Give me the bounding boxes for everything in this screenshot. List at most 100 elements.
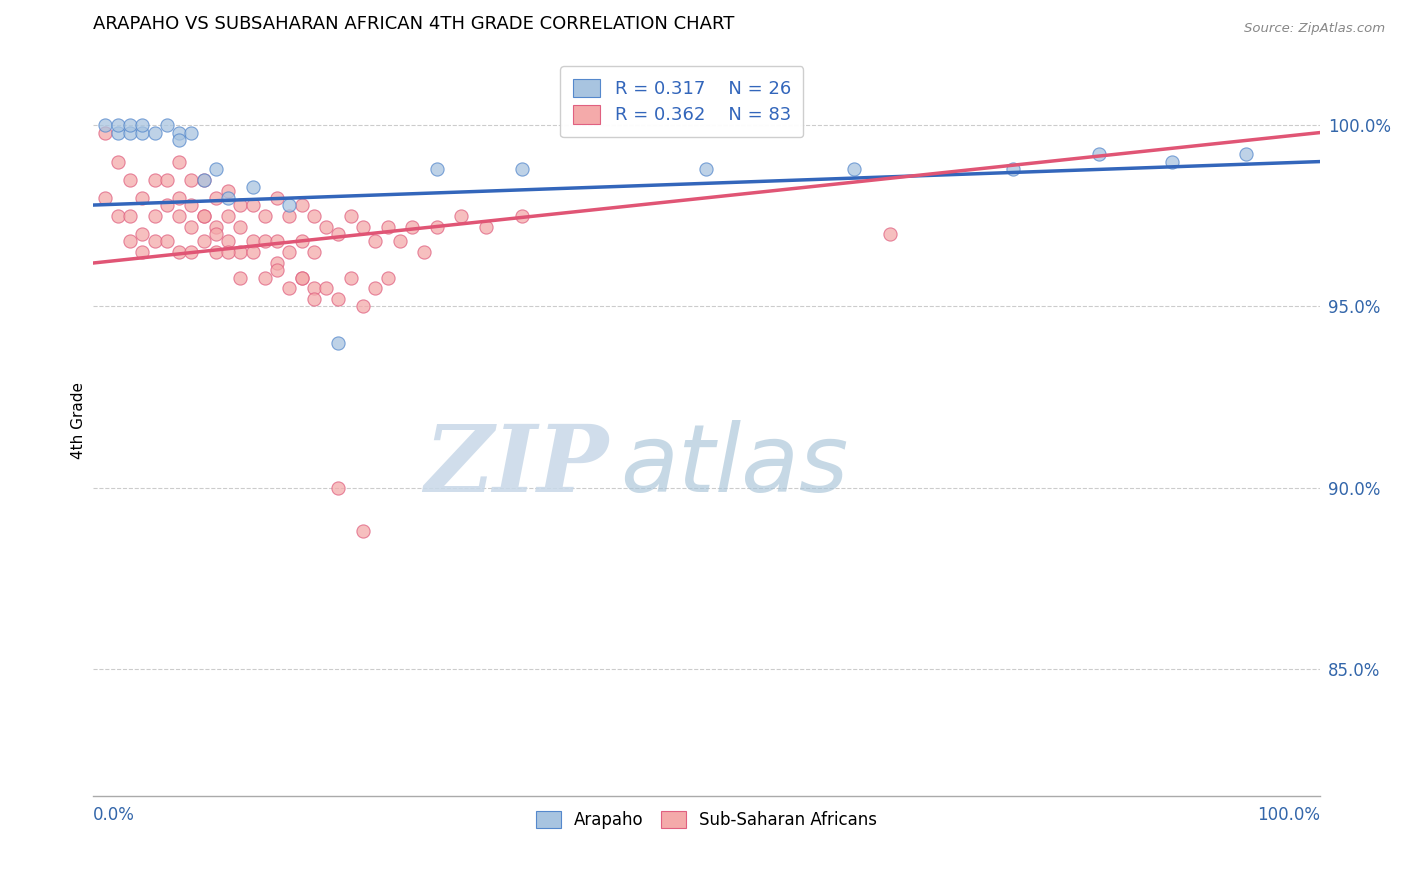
Point (143, 209, 166, 223)
Point (107, 119, 129, 133)
Point (167, 133, 190, 147)
Point (266, 234, 288, 248)
Point (364, 281, 387, 295)
Point (253, 234, 276, 248)
Point (205, 227, 228, 241)
Point (377, 270, 399, 285)
Point (131, 227, 153, 241)
Point (229, 245, 252, 260)
Text: ZIP: ZIP (425, 421, 609, 510)
Point (217, 209, 239, 223)
Point (328, 227, 350, 241)
Point (413, 245, 436, 260)
Point (879, 227, 901, 241)
Point (143, 126, 166, 140)
Point (156, 198, 179, 212)
Text: atlas: atlas (620, 420, 849, 511)
Point (253, 270, 276, 285)
Point (193, 234, 215, 248)
Point (1234, 147, 1257, 161)
Point (217, 245, 239, 260)
Point (377, 219, 399, 234)
Point (302, 292, 325, 306)
Point (1088, 147, 1111, 161)
Point (143, 172, 166, 186)
Point (328, 292, 350, 306)
Point (167, 209, 190, 223)
Point (339, 209, 361, 223)
Point (512, 161, 534, 176)
Text: Source: ZipAtlas.com: Source: ZipAtlas.com (1244, 22, 1385, 36)
Point (107, 209, 129, 223)
Point (229, 270, 252, 285)
Point (180, 172, 202, 186)
Point (94, 191, 117, 205)
Point (131, 126, 153, 140)
Point (266, 256, 288, 270)
Point (426, 219, 449, 234)
Text: 0.0%: 0.0% (93, 806, 135, 824)
Legend: R = 0.317    N = 26, R = 0.362    N = 83: R = 0.317 N = 26, R = 0.362 N = 83 (561, 66, 803, 137)
Point (131, 245, 153, 260)
Point (266, 191, 288, 205)
Point (94, 126, 117, 140)
Point (328, 335, 350, 350)
Point (242, 234, 264, 248)
Point (180, 219, 202, 234)
Point (167, 126, 190, 140)
Point (474, 219, 496, 234)
Point (193, 209, 215, 223)
Point (302, 245, 325, 260)
Point (131, 119, 153, 133)
Y-axis label: 4th Grade: 4th Grade (72, 382, 86, 459)
Point (118, 234, 141, 248)
Point (229, 198, 252, 212)
Point (302, 281, 325, 295)
Point (156, 234, 179, 248)
Point (278, 281, 301, 295)
Point (302, 209, 325, 223)
Point (167, 154, 190, 169)
Point (315, 281, 337, 295)
Point (118, 126, 141, 140)
Point (339, 270, 361, 285)
Point (352, 300, 374, 314)
Point (242, 180, 264, 194)
Point (1161, 154, 1184, 169)
Point (388, 234, 411, 248)
Point (278, 198, 301, 212)
Point (401, 219, 423, 234)
Point (167, 191, 190, 205)
Point (242, 198, 264, 212)
Point (253, 209, 276, 223)
Point (193, 172, 215, 186)
Point (512, 209, 534, 223)
Point (205, 245, 228, 260)
Point (193, 172, 215, 186)
Text: 100.0%: 100.0% (1257, 806, 1320, 824)
Point (156, 172, 179, 186)
Point (107, 154, 129, 169)
Point (426, 161, 449, 176)
Point (180, 245, 202, 260)
Point (118, 209, 141, 223)
Point (180, 126, 202, 140)
Point (118, 172, 141, 186)
Point (291, 198, 314, 212)
Point (278, 209, 301, 223)
Point (242, 245, 264, 260)
Point (229, 219, 252, 234)
Point (143, 234, 166, 248)
Point (291, 270, 314, 285)
Point (352, 219, 374, 234)
Point (118, 119, 141, 133)
Point (217, 234, 239, 248)
Text: ARAPAHO VS SUBSAHARAN AFRICAN 4TH GRADE CORRELATION CHART: ARAPAHO VS SUBSAHARAN AFRICAN 4TH GRADE … (93, 15, 734, 33)
Point (842, 161, 865, 176)
Point (205, 191, 228, 205)
Point (291, 270, 314, 285)
Point (291, 234, 314, 248)
Point (205, 219, 228, 234)
Point (94, 119, 117, 133)
Point (156, 119, 179, 133)
